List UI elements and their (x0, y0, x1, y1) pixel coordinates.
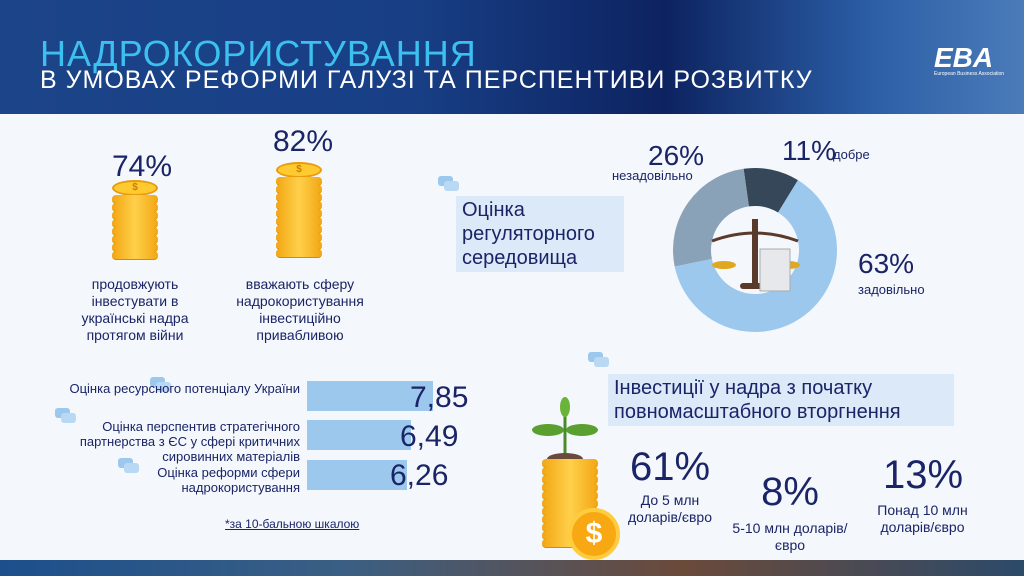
stat-value: 74% (112, 150, 173, 183)
page-title: НАДРОКОРИСТУВАННЯ (40, 33, 477, 74)
coin-stack-icon: $ (276, 162, 322, 258)
investment-caption: Понад 10 млн доларів/євро (877, 502, 968, 535)
donut-slice-добре (743, 168, 798, 213)
coin-stack-icon: $ (112, 180, 158, 260)
chat-bubble-icon (438, 176, 459, 191)
rating-bar (307, 420, 411, 450)
slice-value-bad: 26% (648, 140, 705, 171)
slice-label-ok: задовільно (858, 282, 925, 297)
investment-caption: 5-10 млн доларів/євро (732, 520, 848, 553)
slice-value-ok: 63% (858, 248, 915, 279)
investment-value: 8% (761, 470, 819, 514)
scales-document-icon (711, 219, 800, 292)
donut-slice-задовільно (674, 180, 837, 332)
chat-bubble-icon (150, 377, 171, 392)
slice-value-good: 11% (782, 135, 836, 166)
rating-bar (307, 460, 408, 490)
investment-value: 61% (629, 445, 711, 489)
investments-title: Інвестиції у надра з початку повномасшта… (608, 374, 954, 426)
chat-bubble-icon (55, 408, 76, 423)
eba-logo: EBA European Business Association (934, 42, 1005, 77)
rating-value: 6,26 (390, 459, 449, 492)
stat-caption: вважають сферу надрокористування інвести… (236, 276, 364, 343)
stat-caption: продовжують інвестувати в українські над… (81, 276, 189, 343)
slice-label-good: добре (833, 147, 870, 162)
scale-footnote: *за 10-бальною шкалою (225, 517, 360, 531)
coin-icon: $ (276, 162, 322, 178)
rating-label: Оцінка перспентив стратегічного партнерс… (79, 419, 300, 464)
slice-label-bad: незадовільно (612, 168, 693, 183)
chat-bubble-icon (118, 458, 139, 473)
regulatory-donut-chart (673, 168, 837, 332)
stat-value: 82% (273, 125, 334, 158)
dollar-coin-icon: $ (568, 508, 620, 560)
investment-caption: До 5 млн доларів/євро (628, 492, 712, 525)
rating-label: Оцінка реформи сфери надрокористування (157, 465, 300, 495)
coin-icon (112, 251, 158, 260)
chat-bubble-icon (588, 352, 609, 367)
rating-label: Оцінка ресурсного потенціалу України (69, 381, 300, 396)
coin-icon (276, 249, 322, 258)
regulatory-title: Оцінка регуляторного середовища (456, 196, 624, 272)
donut-slice-незадовільно (673, 168, 749, 267)
plant-icon (532, 397, 598, 465)
coin-icon: $ (112, 180, 158, 196)
rating-bar (307, 381, 433, 411)
rating-value: 7,85 (410, 381, 469, 414)
footer-strip (0, 560, 1024, 576)
rating-value: 6,49 (400, 420, 459, 453)
page-subtitle: В УМОВАХ РЕФОРМИ ГАЛУЗІ ТА ПЕРСПЕНТИВИ Р… (40, 66, 813, 94)
investment-value: 13% (882, 453, 964, 497)
header-banner: НАДРОКОРИСТУВАННЯ В УМОВАХ РЕФОРМИ ГАЛУЗ… (0, 0, 1024, 114)
